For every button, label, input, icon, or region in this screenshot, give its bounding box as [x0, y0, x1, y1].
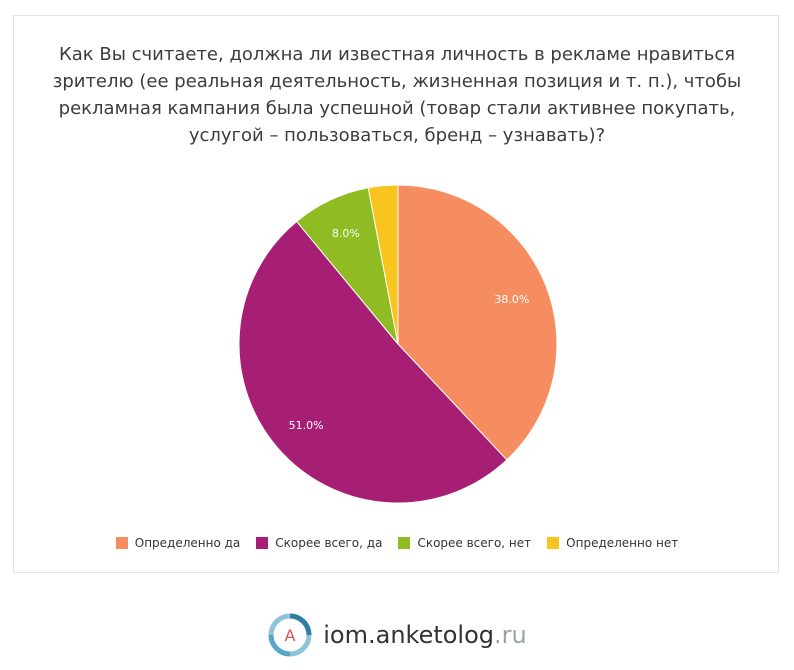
pie-slice[interactable] — [238, 220, 508, 504]
legend-label: Скорее всего, нет — [417, 536, 532, 550]
chart-title-line: рекламная кампания была успешной (товар … — [58, 98, 736, 119]
slice-data-label: 8.0% — [332, 227, 360, 240]
pie-slice[interactable] — [397, 184, 558, 461]
legend-item[interactable]: Скорее всего, да — [256, 536, 382, 550]
legend-swatch — [398, 537, 411, 549]
chart-legend: Определенно да Скорее всего, да Скорее в… — [14, 536, 780, 550]
slice-data-label: 51.0% — [289, 419, 324, 432]
legend-item[interactable]: Определенно да — [115, 536, 241, 550]
legend-item[interactable]: Определенно нет — [547, 536, 678, 550]
chart-title-line: Как Вы считаете, должна ли известная лич… — [58, 44, 736, 65]
logo-letter: A — [285, 626, 296, 645]
logo-brand: iom.anketolog — [323, 621, 495, 649]
legend-item[interactable]: Скорее всего, нет — [398, 536, 531, 550]
pie-slice[interactable] — [367, 184, 399, 345]
logo-brand-text[interactable]: iom.anketolog.ru — [323, 621, 526, 649]
legend-label: Определенно нет — [566, 536, 679, 550]
logo-tld: .ru — [494, 621, 527, 649]
anketolog-logo-icon: A — [268, 613, 312, 657]
legend-label: Скорее всего, да — [275, 536, 383, 550]
legend-swatch — [115, 537, 128, 549]
chart-title-line: услугой – пользоваться, бренд – узнавать… — [188, 125, 606, 146]
legend-swatch — [547, 537, 560, 549]
footer-logo: A iom.anketolog.ru — [0, 612, 794, 658]
chart-card: Как Вы считаете, должна ли известная лич… — [13, 15, 779, 573]
chart-title: Как Вы считаете, должна ли известная лич… — [14, 41, 780, 149]
chart-title-line: зрителю (ее реальная деятельность, жизне… — [52, 71, 742, 92]
pie-chart: 38.0% 51.0% 8.0% — [238, 184, 558, 504]
legend-label: Определенно да — [134, 536, 241, 550]
legend-swatch — [256, 537, 269, 549]
slice-data-label: 38.0% — [494, 293, 529, 306]
